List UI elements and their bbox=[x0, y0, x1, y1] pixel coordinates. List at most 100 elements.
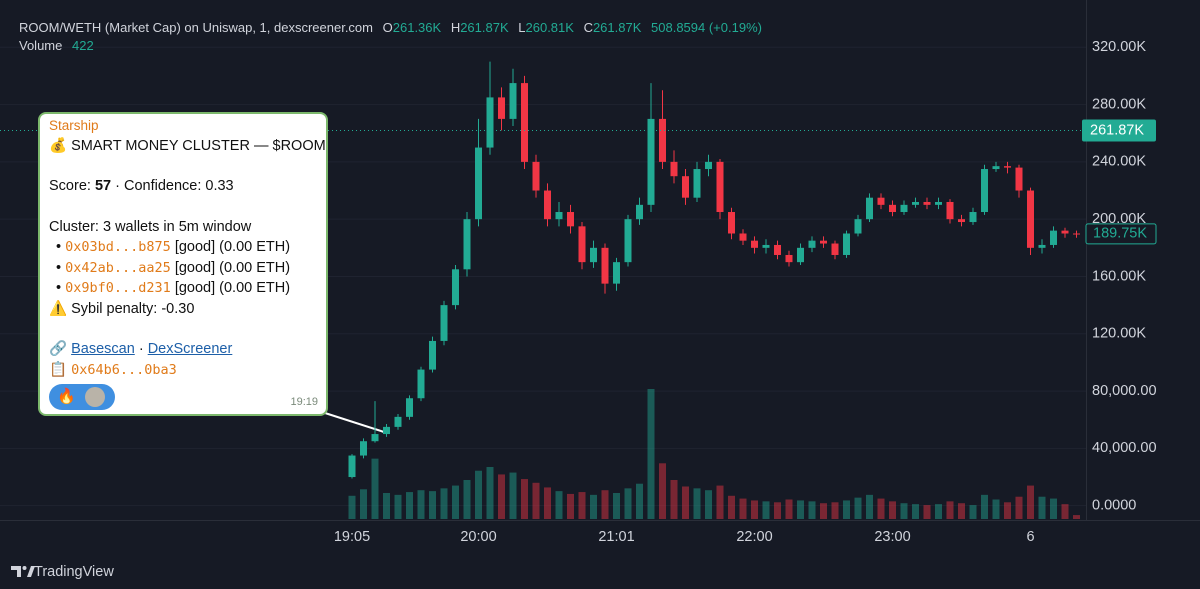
candle-body bbox=[440, 305, 448, 341]
ohlc-key: O bbox=[382, 20, 393, 35]
price-badge bbox=[1082, 119, 1156, 142]
volume-bar bbox=[394, 494, 402, 519]
cluster: Cluster: 3 wallets in 5m window bbox=[49, 219, 252, 235]
volume-bar bbox=[624, 488, 632, 519]
volume-bar bbox=[728, 495, 735, 519]
link[interactable]: DexScreener bbox=[147, 341, 233, 357]
ohlc-value: 261.87K bbox=[592, 20, 642, 35]
candle-body bbox=[969, 212, 977, 223]
volume-bar bbox=[958, 503, 965, 519]
volume-bar bbox=[613, 493, 620, 519]
volume-bar bbox=[659, 463, 666, 519]
candle-body bbox=[578, 226, 586, 263]
y-tick-label: 0.0000 bbox=[1092, 498, 1136, 514]
candle-body bbox=[486, 97, 494, 148]
volume-bar bbox=[429, 491, 436, 519]
brand: TradingView bbox=[34, 564, 114, 580]
volume-bar bbox=[440, 488, 448, 519]
x-tick-label: 19:05 bbox=[334, 529, 370, 545]
candle-body bbox=[866, 197, 873, 220]
candle-body bbox=[946, 201, 954, 220]
candle-body bbox=[912, 201, 919, 205]
candle-body bbox=[406, 398, 413, 417]
volume-bar bbox=[716, 485, 724, 519]
volume-bar bbox=[1038, 496, 1046, 519]
wallet: • 0x42ab...aa25 [good] (0.00 ETH) bbox=[56, 258, 290, 279]
volume-bar bbox=[636, 483, 643, 519]
candle-body bbox=[636, 204, 643, 220]
address[interactable]: 0x03bd...b875 bbox=[65, 239, 171, 255]
reactions[interactable]: 🔥 bbox=[49, 384, 115, 410]
wallet: • 0x03bd...b875 [good] (0.00 ETH) bbox=[56, 237, 290, 258]
volume-bar bbox=[647, 389, 655, 519]
candle-body bbox=[394, 416, 402, 427]
volume-bar bbox=[774, 502, 781, 519]
volume-bar bbox=[866, 494, 873, 519]
candle-body bbox=[475, 147, 482, 220]
volume-bar bbox=[820, 503, 827, 519]
candle-body bbox=[590, 247, 597, 263]
candle-body bbox=[509, 83, 517, 119]
contract[interactable]: 0x64b6...0ba3 bbox=[71, 362, 177, 378]
candle-body bbox=[360, 441, 367, 456]
x-tick-label: 20:00 bbox=[460, 529, 496, 545]
volume-bar bbox=[1027, 485, 1034, 519]
volume-bar bbox=[854, 497, 862, 519]
candle-body bbox=[647, 118, 655, 205]
candle-body bbox=[567, 212, 574, 227]
x-tick-label: 6 bbox=[1026, 529, 1034, 545]
volume-bar bbox=[843, 500, 850, 519]
sybil: ⚠️ Sybil penalty: -0.30 bbox=[49, 301, 195, 317]
volume-bar bbox=[739, 498, 747, 519]
volume-bar bbox=[877, 498, 885, 519]
note: [good] (0.00 ETH) bbox=[174, 239, 291, 255]
volume-bar bbox=[532, 482, 540, 519]
x-tick-label: 23:00 bbox=[874, 529, 910, 545]
candle-body bbox=[877, 197, 885, 205]
volume-bar bbox=[1004, 502, 1011, 519]
address[interactable]: 0x42ab...aa25 bbox=[65, 260, 171, 276]
candle-body bbox=[935, 201, 942, 205]
volume-bar bbox=[1061, 504, 1069, 519]
volume-bar bbox=[923, 505, 931, 519]
candle-body bbox=[981, 169, 988, 213]
candle-body bbox=[958, 219, 965, 223]
candle-body bbox=[751, 240, 758, 248]
bullet: • bbox=[56, 280, 62, 296]
volume-value: 422 bbox=[72, 38, 94, 53]
candle-body bbox=[728, 212, 735, 234]
heading: 💰 SMART MONEY CLUSTER — $ROOM bbox=[49, 138, 326, 154]
candle-body bbox=[693, 169, 701, 198]
y-tick-label: 80,000.00 bbox=[1092, 383, 1157, 399]
y-tick-label: 320.00K bbox=[1092, 39, 1146, 55]
volume-bar bbox=[762, 501, 770, 519]
volume-bar bbox=[578, 492, 586, 519]
volume-bar bbox=[1073, 515, 1080, 519]
candle-body bbox=[820, 240, 827, 244]
volume-bar bbox=[417, 490, 425, 519]
volume-bar bbox=[670, 480, 678, 519]
time: 19:19 bbox=[290, 395, 318, 408]
candle-body bbox=[429, 340, 436, 370]
volume-bar bbox=[1015, 496, 1023, 519]
confidence: · Confidence: 0.33 bbox=[115, 178, 234, 194]
volume-bar bbox=[705, 490, 712, 519]
price-label: 261.87K bbox=[1090, 122, 1144, 138]
volume-bar bbox=[360, 489, 367, 519]
link[interactable]: Basescan bbox=[71, 341, 135, 357]
candle-body bbox=[843, 233, 850, 255]
volume-bar bbox=[486, 467, 494, 519]
volume-bar bbox=[406, 492, 413, 519]
bullet: • bbox=[56, 260, 62, 276]
message-bubble: Starship 💰 SMART MONEY CLUSTER — $ROOM S… bbox=[38, 112, 328, 416]
bullet: • bbox=[56, 239, 62, 255]
volume-bar bbox=[590, 494, 597, 519]
ohlc-value: 260.81K bbox=[525, 20, 574, 35]
volume-label: Volume bbox=[19, 38, 63, 53]
volume-bar bbox=[900, 503, 908, 519]
reaction[interactable]: 🔥 bbox=[57, 388, 76, 405]
candle-body bbox=[774, 244, 781, 255]
candle-body bbox=[854, 219, 862, 234]
candle-body bbox=[371, 434, 379, 442]
address[interactable]: 0x9bf0...d231 bbox=[65, 280, 171, 296]
